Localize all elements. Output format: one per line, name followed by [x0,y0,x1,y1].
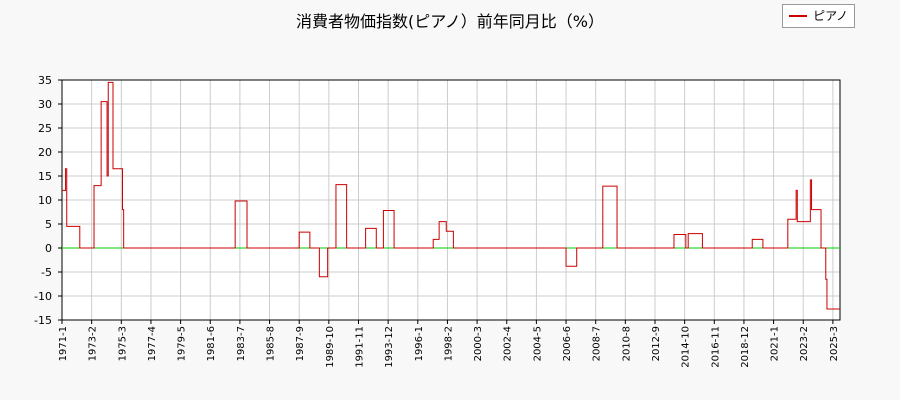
x-tick-label: 1996-1 [414,326,425,361]
x-tick-label: 2000-3 [473,326,484,361]
x-tick-label: 2010-8 [621,326,632,361]
x-tick-label: 2004-5 [532,326,543,361]
x-tick-label: 1991-11 [354,326,365,368]
legend-label: ピアノ [813,9,848,23]
x-tick-label: 1998-2 [443,326,454,361]
x-tick-label: 2021-1 [770,326,781,361]
x-tick-label: 1971-1 [58,326,69,361]
series-line-piano [62,81,840,310]
x-tick-label: 1977-4 [147,326,158,361]
legend-swatch [789,14,808,17]
x-tick-label: 1985-8 [266,326,277,361]
y-tick-label: -5 [41,266,52,279]
x-tick-label: 2012-9 [651,326,662,361]
y-tick-label: 15 [38,170,52,183]
x-tick-label: 1973-2 [88,326,99,361]
y-tick-label: 35 [38,74,52,87]
chart-title: 消費者物価指数(ピアノ）前年同月比（%） [295,12,604,31]
x-tick-label: 1987-9 [295,326,306,361]
y-tick-label: 20 [38,146,52,159]
x-tick-label: 1983-7 [236,326,247,361]
x-tick-label: 2018-12 [740,326,751,368]
x-tick-label: 2016-11 [710,326,721,368]
x-tick-label: 1975-3 [117,326,128,361]
x-tick-label: 2008-7 [592,326,603,361]
y-tick-label: 0 [45,242,52,255]
x-tick-label: 1989-10 [325,326,336,368]
x-tick-label: 2002-4 [503,326,514,361]
y-tick-label: 10 [38,194,52,207]
x-tick-label: 2023-2 [799,326,810,361]
x-tick-label: 2006-6 [562,326,573,361]
y-tick-label: -10 [34,290,52,303]
legend: ピアノ [782,4,855,28]
y-tick-label: 5 [45,218,52,231]
y-tick-label: 25 [38,122,52,135]
y-tick-label: -15 [34,314,52,327]
x-tick-label: 2025-3 [829,326,840,361]
y-tick-label: 30 [38,98,52,111]
x-tick-label: 1979-5 [177,326,188,361]
x-tick-label: 1981-6 [206,326,217,361]
x-tick-label: 2014-10 [681,326,692,368]
x-tick-label: 1993-12 [384,326,395,368]
plot-frame [61,79,841,321]
